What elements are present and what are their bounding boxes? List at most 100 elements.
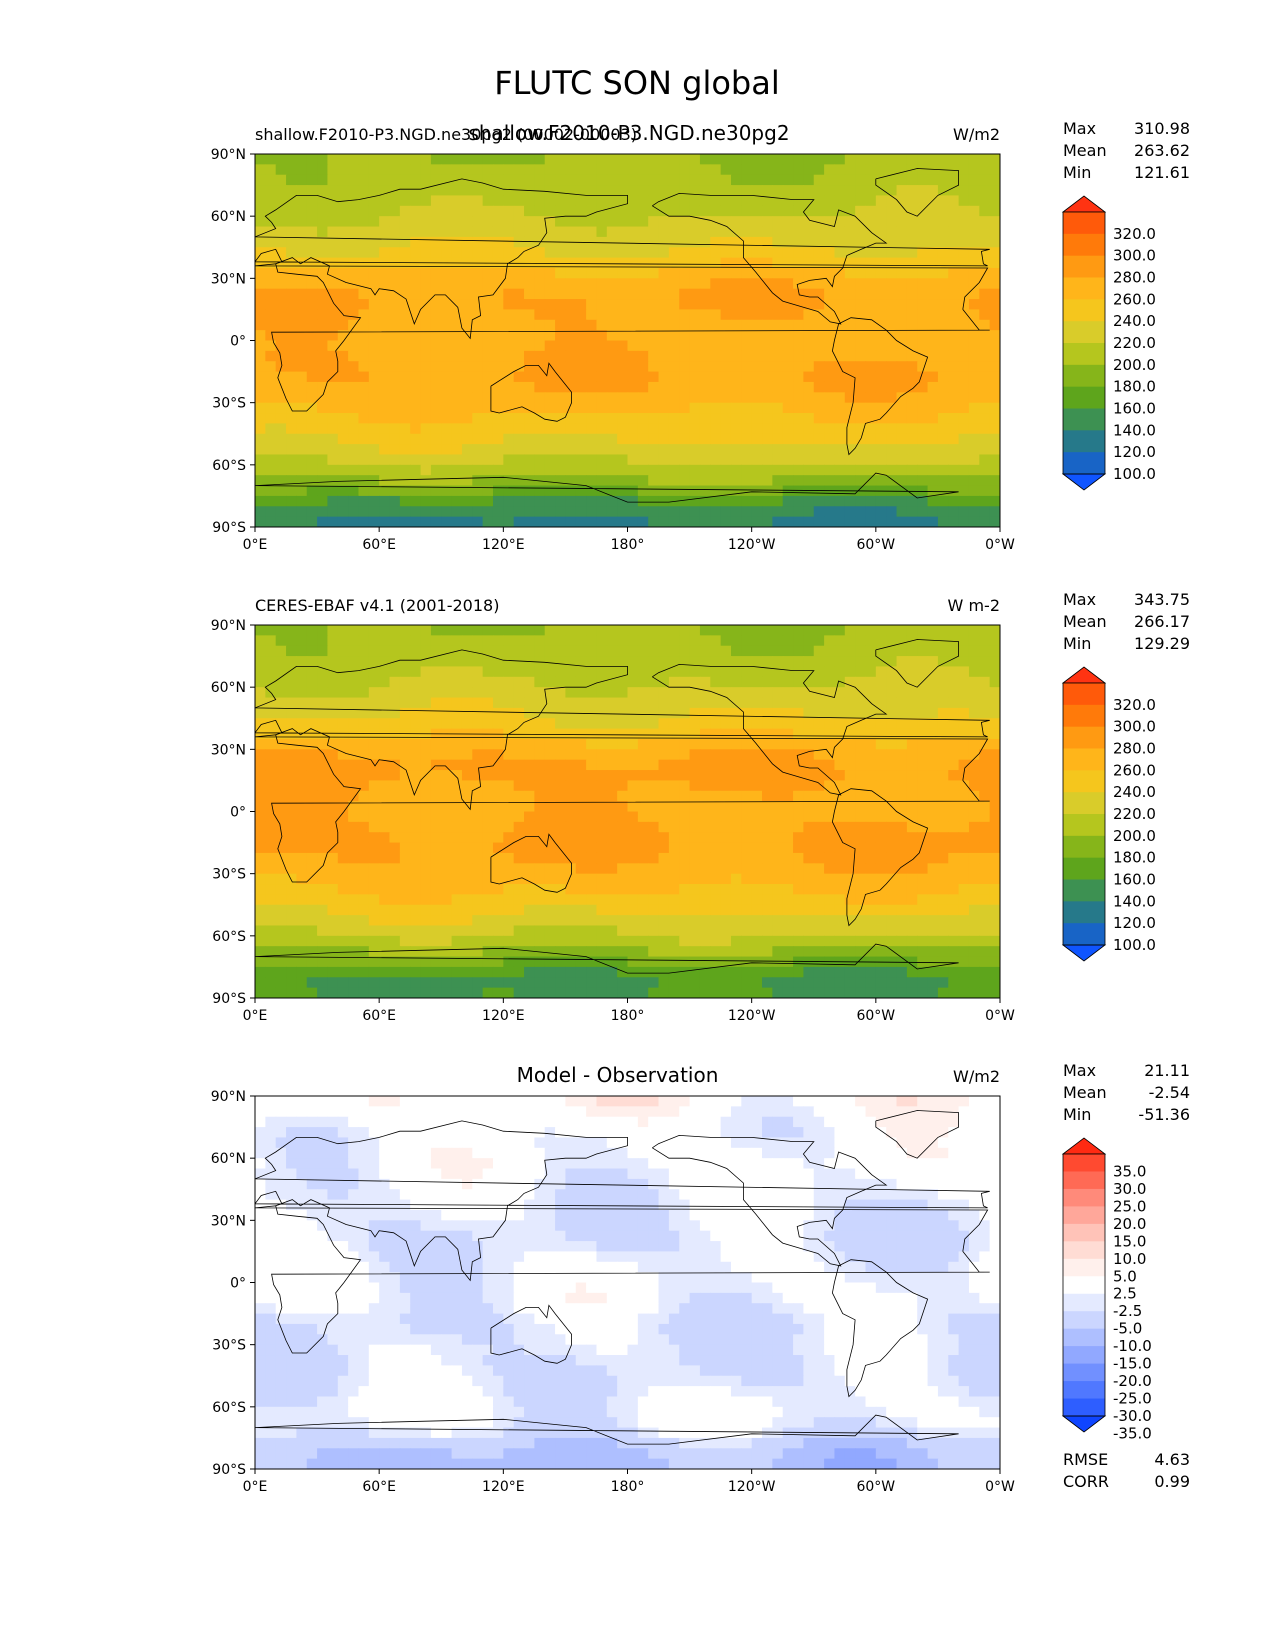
heatmap-cell	[265, 738, 277, 750]
heatmap-cell	[979, 174, 991, 186]
heatmap-cell	[606, 309, 618, 321]
heatmap-cell	[917, 884, 929, 895]
heatmap-cell	[534, 625, 546, 636]
heatmap-cell	[379, 454, 391, 466]
heatmap-cell	[989, 516, 1000, 527]
heatmap-cell	[937, 381, 949, 393]
heatmap-cell	[441, 433, 453, 445]
heatmap-cell	[348, 330, 360, 342]
heatmap-cell	[679, 392, 691, 404]
heatmap-cell	[793, 485, 805, 497]
heatmap-cell	[699, 185, 711, 197]
heatmap-cell	[524, 707, 535, 719]
heatmap-cell	[451, 863, 463, 875]
heatmap-cell	[730, 811, 742, 823]
heatmap-cell	[586, 506, 598, 518]
heatmap-cell	[762, 863, 773, 875]
heatmap-cell	[689, 247, 701, 259]
heatmap-cell	[968, 381, 980, 393]
heatmap-cell	[896, 925, 908, 937]
heatmap-cell	[886, 904, 898, 916]
heatmap-cell	[617, 278, 629, 290]
heatmap-cell	[255, 444, 266, 456]
heatmap-cell	[461, 625, 473, 636]
heatmap-cell	[720, 842, 732, 854]
heatmap-cell	[689, 205, 701, 217]
heatmap-cell	[937, 195, 949, 207]
heatmap-cell	[586, 697, 598, 709]
heatmap-cell	[886, 299, 898, 311]
heatmap-cell	[389, 801, 401, 813]
heatmap-cell	[317, 801, 329, 813]
heatmap-cell	[265, 267, 277, 279]
heatmap-cell	[699, 154, 711, 165]
heatmap-cell	[741, 852, 753, 864]
heatmap-cell	[968, 309, 980, 321]
heatmap-cell	[389, 402, 401, 414]
heatmap-cell	[472, 205, 484, 217]
heatmap-cell	[544, 738, 556, 750]
heatmap-cell	[358, 516, 370, 527]
heatmap-cell	[492, 821, 504, 833]
heatmap-cell	[544, 330, 556, 342]
heatmap-cell	[637, 174, 649, 186]
heatmap-cell	[389, 915, 401, 927]
heatmap-cell	[989, 423, 1000, 435]
heatmap-cell	[803, 340, 815, 352]
heatmap-cell	[327, 676, 339, 688]
map-panel: shallow.F2010-P3.NGD.ne30pg2 (00002-0000…	[211, 119, 1190, 553]
heatmap-cell	[803, 925, 815, 937]
heatmap-cell	[492, 299, 504, 311]
heatmap-cell	[668, 687, 680, 699]
heatmap-cell	[451, 299, 463, 311]
heatmap-cell	[492, 195, 504, 207]
heatmap-cell	[420, 330, 432, 342]
heatmap-cell	[782, 904, 794, 916]
heatmap-cell	[482, 759, 494, 771]
heatmap-cell	[886, 884, 898, 895]
heatmap-cell	[575, 801, 587, 813]
heatmap-cell	[710, 842, 722, 854]
heatmap-cell	[348, 697, 360, 709]
heatmap-cell	[689, 195, 701, 207]
heatmap-cell	[399, 718, 411, 730]
heatmap-cell	[492, 759, 504, 771]
heatmap-cell	[627, 381, 639, 393]
heatmap-cell	[627, 444, 639, 456]
heatmap-cell	[865, 185, 877, 197]
heatmap-cell	[658, 506, 670, 518]
heatmap-cell	[689, 749, 701, 761]
heatmap-cell	[317, 666, 329, 678]
heatmap-cell	[461, 464, 473, 476]
heatmap-cell	[896, 873, 908, 885]
heatmap-cell	[958, 226, 970, 238]
heatmap-cell	[296, 330, 308, 342]
heatmap-cell	[627, 625, 639, 636]
heatmap-cell	[461, 749, 473, 761]
heatmap-cell	[793, 935, 805, 947]
heatmap-cell	[710, 904, 722, 916]
heatmap-cell	[296, 687, 308, 699]
heatmap-cell	[575, 635, 587, 647]
heatmap-cell	[782, 485, 794, 497]
heatmap-cell	[813, 915, 825, 927]
heatmap-cell	[979, 247, 991, 259]
heatmap-cell	[596, 340, 608, 352]
heatmap-cell	[834, 904, 846, 916]
heatmap-cell	[679, 516, 691, 527]
heatmap-cell	[762, 185, 773, 197]
heatmap-cell	[865, 718, 877, 730]
heatmap-cell	[420, 821, 432, 833]
heatmap-cell	[389, 495, 401, 507]
heatmap-cell	[668, 288, 680, 300]
heatmap-cell	[555, 154, 567, 165]
heatmap-cell	[430, 873, 442, 885]
heatmap-cell	[989, 946, 1000, 958]
heatmap-cell	[410, 195, 422, 207]
heatmap-cell	[989, 728, 1000, 740]
heatmap-cell	[461, 697, 473, 709]
heatmap-cell	[565, 164, 577, 176]
heatmap-cell	[855, 811, 867, 823]
heatmap-cell	[524, 832, 535, 844]
heatmap-cell	[399, 925, 411, 937]
